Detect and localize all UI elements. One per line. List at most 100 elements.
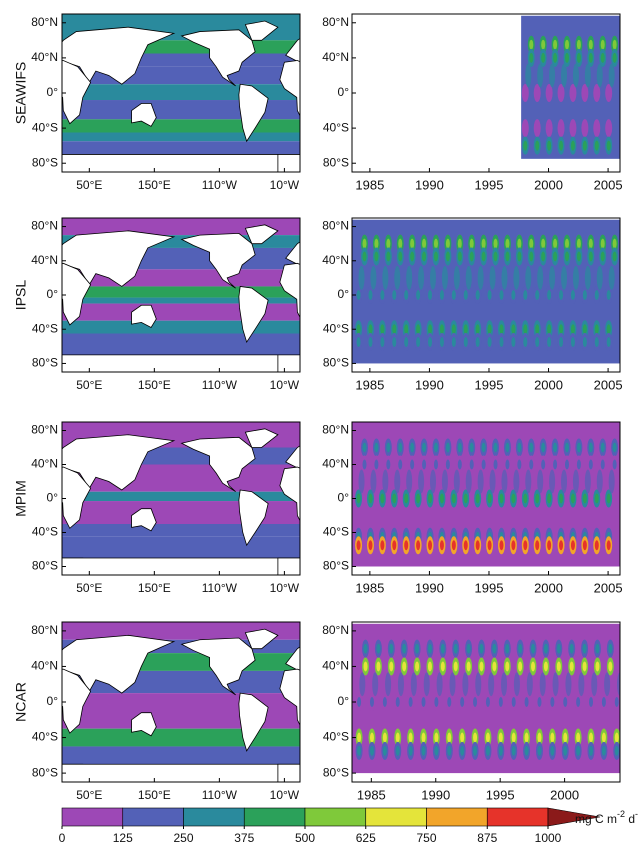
seasonal-bloom [531, 661, 536, 672]
seasonal-bloom [376, 661, 381, 672]
seasonal-bloom [370, 469, 377, 494]
seasonal-bloom [356, 540, 361, 551]
x-tick-label: 50°E [76, 178, 102, 192]
seasonal-bloom [445, 238, 450, 249]
seasonal-bloom [440, 661, 445, 672]
seasonal-bloom [547, 290, 552, 300]
seasonal-bloom [594, 324, 599, 335]
seasonal-bloom [578, 672, 585, 697]
seasonal-bloom [416, 290, 421, 300]
seasonal-bloom [564, 442, 569, 453]
colorbar-tick-label: 250 [173, 831, 193, 845]
land [277, 557, 300, 575]
row-label: SEAWIFS [13, 62, 29, 125]
seasonal-bloom [489, 469, 496, 494]
seasonal-bloom [517, 442, 522, 453]
seasonal-bloom [511, 493, 516, 504]
seasonal-bloom [475, 324, 480, 335]
seasonal-bloom [569, 643, 574, 654]
seasonal-bloom [531, 643, 536, 654]
seasonal-bloom [617, 672, 620, 697]
seasonal-bloom [601, 745, 606, 756]
seasonal-bloom [537, 265, 544, 290]
map-field [62, 14, 300, 172]
seasonal-bloom [362, 459, 367, 470]
seasonal-bloom [612, 459, 617, 470]
y-tick-label: 0° [47, 287, 59, 301]
seasonal-bloom [465, 469, 472, 494]
seasonal-bloom [621, 644, 625, 654]
seasonal-bloom [513, 265, 520, 290]
x-tick-label: 2000 [534, 580, 563, 595]
seasonal-bloom [570, 88, 575, 98]
x-tick-label: 110°W [202, 178, 238, 192]
seasonal-bloom [469, 251, 474, 262]
seasonal-bloom [398, 459, 403, 470]
seasonal-bloom [541, 251, 546, 262]
seasonal-bloom [570, 337, 575, 348]
land [279, 668, 300, 727]
seasonal-bloom [475, 337, 480, 348]
seasonal-bloom [428, 493, 433, 504]
y-tick-label: 40°N [322, 253, 349, 267]
seasonal-bloom [608, 469, 615, 494]
seasonal-bloom [499, 337, 504, 348]
row-label: NCAR [13, 682, 29, 722]
seasonal-bloom [596, 265, 603, 290]
seasonal-bloom [553, 238, 558, 249]
seasonal-bloom [517, 238, 522, 249]
seasonal-bloom [505, 238, 510, 249]
seasonal-bloom [559, 493, 564, 504]
y-tick-label: 80°S [323, 356, 349, 370]
seasonal-bloom [453, 661, 458, 672]
seasonal-bloom [479, 661, 484, 672]
x-tick-label: 1990 [415, 177, 444, 192]
seasonal-bloom [440, 643, 445, 654]
seasonal-bloom [469, 459, 474, 470]
seasonal-bloom [570, 324, 575, 335]
seasonal-bloom [547, 493, 552, 504]
land [244, 428, 279, 448]
seasonal-bloom [460, 745, 465, 756]
seasonal-bloom [434, 745, 439, 756]
seasonal-bloom [422, 459, 427, 470]
y-tick-label: 0° [47, 694, 59, 708]
x-tick-label: 10°W [270, 581, 300, 595]
land [285, 646, 300, 672]
y-tick-label: 80°S [32, 559, 58, 573]
seasonal-bloom [614, 745, 619, 756]
land [62, 154, 300, 172]
seasonal-bloom [582, 140, 587, 151]
land [285, 445, 300, 470]
y-tick-label: 80°S [323, 765, 349, 779]
seasonal-bloom [600, 442, 605, 453]
seasonal-bloom [564, 459, 569, 470]
land [62, 466, 92, 529]
seasonal-bloom [564, 52, 569, 63]
y-tick-label: 80°N [322, 623, 349, 637]
seasonal-bloom [606, 324, 611, 335]
seasonal-bloom [374, 459, 379, 470]
colorbar-segment [61, 807, 124, 827]
seasonal-bloom [511, 290, 516, 300]
seasonal-bloom [559, 88, 564, 98]
y-tick-label: 40°N [322, 659, 349, 673]
y-tick-label: 80°N [31, 219, 58, 233]
map-field [62, 218, 300, 372]
seasonal-bloom [449, 672, 456, 697]
seasonal-bloom [406, 469, 413, 494]
colorbar-segment [486, 807, 549, 827]
seasonal-bloom [441, 265, 448, 290]
seasonal-bloom [535, 337, 540, 348]
seasonal-bloom [608, 265, 615, 290]
seasonal-bloom [392, 540, 397, 551]
field-band [62, 524, 300, 537]
seasonal-bloom [368, 324, 373, 335]
x-tick-label: 1990 [421, 787, 450, 802]
seasonal-bloom [549, 469, 556, 494]
seasonal-bloom [406, 265, 413, 290]
field-band [62, 491, 300, 502]
seasonal-bloom [433, 251, 438, 262]
seasonal-bloom [499, 540, 504, 551]
x-tick-label: 50°E [76, 788, 102, 802]
